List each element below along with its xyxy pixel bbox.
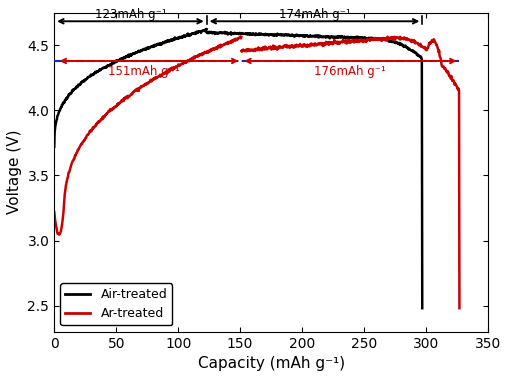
Y-axis label: Voltage (V): Voltage (V) <box>7 130 22 214</box>
X-axis label: Capacity (mAh g⁻¹): Capacity (mAh g⁻¹) <box>198 356 344 371</box>
Legend: Air-treated, Ar-treated: Air-treated, Ar-treated <box>60 283 172 325</box>
Text: 176mAh g⁻¹: 176mAh g⁻¹ <box>314 65 386 78</box>
Text: 123mAh g⁻¹: 123mAh g⁻¹ <box>94 8 166 21</box>
Text: 174mAh g⁻¹: 174mAh g⁻¹ <box>278 8 351 21</box>
Text: 151mAh g⁻¹: 151mAh g⁻¹ <box>108 65 180 78</box>
